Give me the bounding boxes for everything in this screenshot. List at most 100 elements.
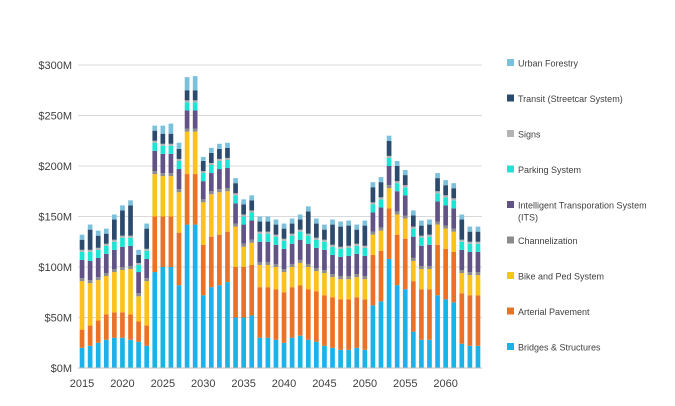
legend-swatch bbox=[507, 236, 514, 244]
bar-segment bbox=[225, 157, 230, 160]
bar-segment bbox=[128, 314, 133, 340]
bar-segment bbox=[435, 193, 440, 202]
bar-segment bbox=[443, 299, 448, 368]
bar-segment bbox=[314, 239, 319, 248]
bar-segment bbox=[289, 267, 295, 288]
bar-segment bbox=[354, 347, 360, 368]
bar-segment bbox=[225, 142, 230, 148]
bar-segment bbox=[338, 299, 343, 350]
bar-segment bbox=[112, 249, 117, 270]
bar-segment bbox=[459, 293, 465, 344]
bar-segment bbox=[168, 176, 174, 217]
bar-segment bbox=[79, 278, 85, 282]
bar-segment bbox=[362, 279, 368, 300]
bar-segment bbox=[305, 263, 311, 267]
bar-segment bbox=[427, 224, 432, 235]
bar-segment bbox=[103, 253, 109, 274]
bar-segment bbox=[289, 263, 295, 267]
bar-segment bbox=[208, 173, 214, 192]
bar-segment bbox=[427, 236, 432, 245]
bar-segment bbox=[419, 245, 424, 266]
bar-segment bbox=[152, 216, 158, 273]
bar-segment bbox=[152, 140, 158, 143]
y-tick-label: $250M bbox=[38, 111, 72, 123]
bar-segment bbox=[265, 216, 271, 222]
bar-segment bbox=[370, 204, 376, 213]
bar-segment bbox=[330, 219, 335, 225]
bar-segment bbox=[451, 302, 457, 368]
bar-segment bbox=[87, 229, 93, 250]
bar-segment bbox=[386, 208, 392, 259]
bar-segment bbox=[176, 148, 182, 159]
bar-segment bbox=[443, 248, 448, 300]
bar-segment bbox=[427, 219, 432, 225]
bar-segment bbox=[394, 160, 400, 166]
bar-segment bbox=[241, 216, 246, 225]
bar-segment bbox=[346, 247, 352, 256]
bar-segment bbox=[297, 214, 303, 220]
bar-segment bbox=[103, 233, 109, 244]
legend-label: Bridges & Structures bbox=[518, 343, 601, 353]
bar-segment bbox=[87, 260, 93, 281]
bar-segment bbox=[225, 159, 230, 169]
bar-segment bbox=[467, 226, 473, 232]
bar-segment bbox=[176, 160, 182, 170]
legend-swatch bbox=[507, 130, 514, 137]
bar-segment bbox=[120, 210, 125, 236]
bar-segment bbox=[314, 218, 319, 224]
bar-segment bbox=[87, 280, 93, 284]
bar-segment bbox=[136, 254, 141, 263]
bar-segment bbox=[354, 224, 360, 230]
bar-segment bbox=[200, 202, 206, 245]
bar-segment bbox=[176, 142, 182, 149]
bar-segment bbox=[103, 339, 109, 368]
bar-segment bbox=[87, 251, 93, 261]
bar-segment bbox=[176, 158, 182, 161]
bar-segment bbox=[233, 267, 238, 318]
bar-segment bbox=[281, 238, 287, 241]
bar-segment bbox=[427, 265, 432, 270]
bar-segment bbox=[184, 100, 190, 103]
bar-segment bbox=[217, 189, 222, 193]
bar-segment bbox=[184, 102, 190, 111]
bar-segment bbox=[200, 199, 206, 203]
bar-segment bbox=[330, 254, 335, 275]
bar-segment bbox=[370, 202, 376, 205]
bar-segment bbox=[435, 295, 440, 368]
bar-segment bbox=[200, 160, 206, 172]
bar-segment bbox=[475, 226, 481, 232]
bar-segment bbox=[136, 264, 141, 273]
bar-segment bbox=[249, 210, 255, 213]
bar-segment bbox=[144, 248, 150, 251]
bar-segment bbox=[322, 241, 327, 250]
bar-segment bbox=[330, 224, 335, 245]
bar-segment bbox=[467, 251, 473, 273]
bar-segment bbox=[192, 224, 198, 368]
bar-segment bbox=[443, 195, 448, 198]
bar-segment bbox=[273, 263, 279, 267]
bar-segment bbox=[208, 194, 214, 237]
bar-segment bbox=[112, 241, 117, 250]
bar-segment bbox=[273, 234, 279, 237]
bar-segment bbox=[249, 264, 255, 316]
bar-segment bbox=[322, 273, 327, 296]
bar-segment bbox=[386, 140, 392, 156]
bar-segment bbox=[217, 192, 222, 235]
bar-segment bbox=[217, 148, 222, 159]
bar-segment bbox=[241, 214, 246, 217]
bar-segment bbox=[410, 257, 416, 261]
bar-segment bbox=[435, 191, 440, 194]
bar-segment bbox=[168, 216, 174, 267]
bar-segment bbox=[95, 249, 101, 258]
bar-segment bbox=[386, 188, 392, 209]
bar-segment bbox=[475, 275, 481, 296]
bar-segment bbox=[281, 240, 287, 249]
bar-segment bbox=[273, 267, 279, 290]
bar-segment bbox=[467, 345, 473, 368]
bar-segment bbox=[305, 339, 311, 368]
bar-segment bbox=[362, 299, 368, 350]
bar-segment bbox=[443, 228, 448, 249]
bar-segment bbox=[281, 228, 287, 239]
bar-segment bbox=[402, 187, 408, 196]
bar-segment bbox=[225, 147, 230, 158]
